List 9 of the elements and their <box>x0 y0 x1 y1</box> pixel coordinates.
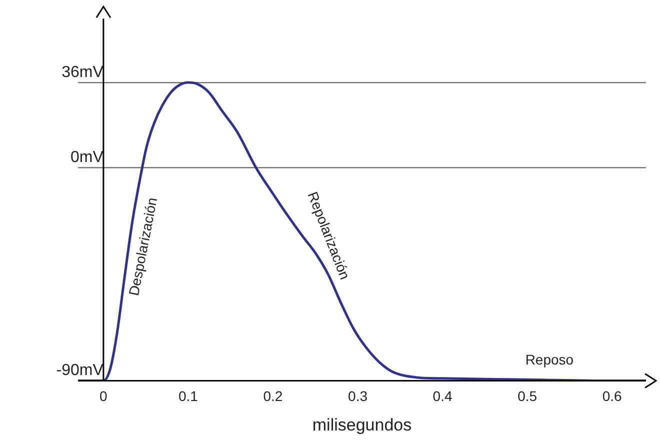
x-tick-label: 0.2 <box>263 388 283 404</box>
x-tick-label: 0.5 <box>518 388 538 404</box>
x-tick-label: 0.4 <box>432 388 452 404</box>
x-tick-label: 0.3 <box>348 388 368 404</box>
x-axis-title: milisegundos <box>312 415 412 434</box>
x-tick-label: 0.6 <box>602 388 622 404</box>
annotation: Reposo <box>525 352 574 368</box>
x-tick-label: 0.1 <box>178 388 198 404</box>
x-tick-label: 0 <box>100 388 108 404</box>
